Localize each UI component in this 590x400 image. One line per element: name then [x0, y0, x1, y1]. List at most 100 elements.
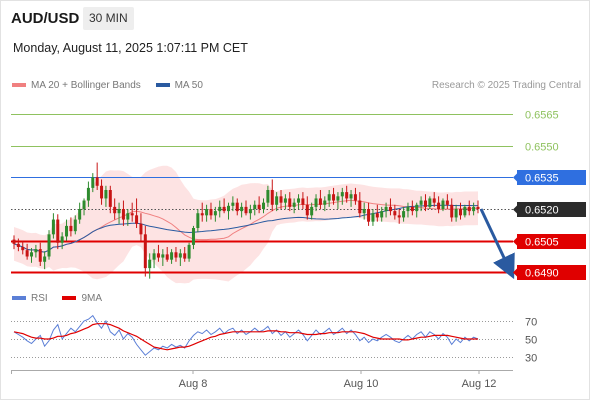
candle-body-43 [200, 213, 204, 216]
candle-body-92 [415, 204, 419, 212]
candle-body-101 [454, 209, 458, 218]
candle-body-98 [441, 200, 445, 209]
candle-body-33 [156, 253, 160, 258]
candle-body-103 [463, 206, 467, 216]
candle-body-31 [148, 259, 152, 269]
level-label-box-4 [517, 234, 586, 249]
candle-body-84 [380, 211, 384, 218]
candle-body-50 [231, 202, 235, 206]
candle-body-55 [253, 204, 257, 209]
candle-body-25 [121, 209, 125, 220]
candle-body-49 [226, 205, 230, 212]
candle-body-46 [213, 211, 217, 216]
candle-body-90 [406, 206, 410, 212]
legend-ma50-swatch [155, 83, 170, 88]
rsi-tick-1: 50 [525, 335, 537, 347]
candle-body-59 [270, 190, 274, 205]
candle-body-96 [432, 198, 436, 203]
rsi-legend: RSI 9MA [12, 293, 114, 304]
candle-body-5 [34, 249, 38, 253]
price-levels [11, 114, 513, 274]
legend-rsi-label: RSI [31, 293, 48, 304]
candle-body-94 [423, 200, 427, 207]
candle-body-3 [25, 250, 29, 257]
timeframe-badge[interactable]: 30 MIN [83, 7, 134, 30]
candle-body-42 [196, 213, 200, 228]
candle-body-36 [170, 252, 174, 260]
candle-body-8 [47, 234, 51, 257]
x-axis: Aug 8 Aug 10 Aug 12 [11, 370, 513, 390]
candle-body-12 [65, 225, 69, 237]
level-label-box-3 [517, 202, 586, 217]
candle-body-104 [467, 206, 471, 212]
candle-body-23 [113, 206, 117, 214]
candle-body-13 [69, 225, 73, 232]
candle-body-100 [450, 204, 454, 218]
candle-body-28 [135, 215, 139, 224]
level-label-2: 0.6535 [525, 173, 559, 185]
candle-body-89 [402, 211, 406, 218]
legend-ma20-label: MA 20 + Bollinger Bands [31, 80, 141, 91]
candle-body-83 [375, 213, 379, 218]
candle-body-48 [222, 206, 226, 212]
legend-rsi: RSI [12, 293, 48, 304]
level-label-5: 0.6490 [525, 268, 559, 280]
x-tick-label-1: Aug 10 [344, 378, 379, 390]
legend-ma9-swatch [62, 296, 77, 301]
candle-body-32 [152, 253, 156, 260]
ma50-line [13, 204, 478, 253]
candle-body-30 [143, 234, 147, 269]
candle-body-64 [292, 202, 296, 207]
candle-body-106 [476, 206, 480, 209]
legend-ma20: MA 20 + Bollinger Bands [12, 80, 141, 91]
candle-body-72 [327, 194, 331, 201]
candle-body-4 [30, 252, 34, 257]
candle-body-97 [437, 202, 441, 209]
candle-body-86 [388, 206, 392, 212]
symbol-title: AUD/USD [11, 10, 80, 27]
candle-body-52 [240, 206, 244, 212]
chart-header: AUD/USD 30 MIN [0, 0, 590, 36]
rsi-tick-2: 30 [525, 353, 537, 365]
candle-body-102 [458, 209, 462, 216]
price-legend: MA 20 + Bollinger Bands MA 50 [12, 80, 215, 91]
candle-body-79 [358, 200, 362, 214]
candle-body-66 [301, 198, 305, 205]
candle-body-39 [183, 253, 187, 259]
legend-ma50-label: MA 50 [174, 80, 203, 91]
candle-body-88 [397, 215, 401, 218]
level-label-4: 0.6505 [525, 237, 559, 249]
level-label-box-2 [517, 170, 586, 185]
credit-label: Research © 2025 Trading Central [431, 80, 581, 91]
candle-body-74 [336, 196, 340, 201]
candle-body-41 [191, 228, 195, 245]
candle-body-47 [218, 206, 222, 212]
candle-body-24 [117, 209, 121, 214]
level-label-pointer-4 [513, 237, 517, 246]
candle-body-35 [165, 254, 169, 260]
legend-rsi-swatch [12, 296, 26, 301]
forecast-arrow-line [479, 208, 515, 280]
candle-body-38 [178, 253, 182, 258]
rsi-panel: 70 50 30 [11, 314, 537, 365]
level-label-3: 0.6520 [525, 205, 559, 217]
candle-body-78 [353, 194, 357, 201]
level-label-pointer-3 [513, 205, 517, 214]
candle-body-85 [384, 206, 388, 212]
legend-ma9: 9MA [62, 293, 102, 304]
candle-body-56 [257, 204, 261, 209]
rsi-line [13, 314, 479, 356]
candle-body-20 [100, 185, 104, 199]
candle-body-22 [108, 190, 112, 207]
bollinger-band [14, 165, 478, 284]
level-label-0: 0.6565 [525, 110, 559, 122]
candle-body-58 [266, 190, 270, 203]
candle-body-68 [310, 206, 314, 216]
level-label-1: 0.6550 [525, 142, 559, 154]
x-tick-label-2: Aug 12 [462, 378, 497, 390]
candle-body-44 [205, 209, 209, 216]
candle-body-7 [43, 256, 47, 262]
level-label-box-5 [517, 265, 586, 280]
candle-body-16 [82, 200, 86, 209]
candle-body-91 [410, 206, 414, 212]
